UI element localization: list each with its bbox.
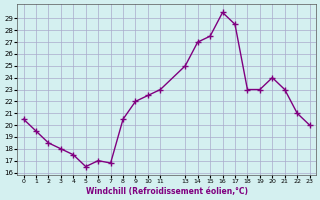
X-axis label: Windchill (Refroidissement éolien,°C): Windchill (Refroidissement éolien,°C) (85, 187, 248, 196)
